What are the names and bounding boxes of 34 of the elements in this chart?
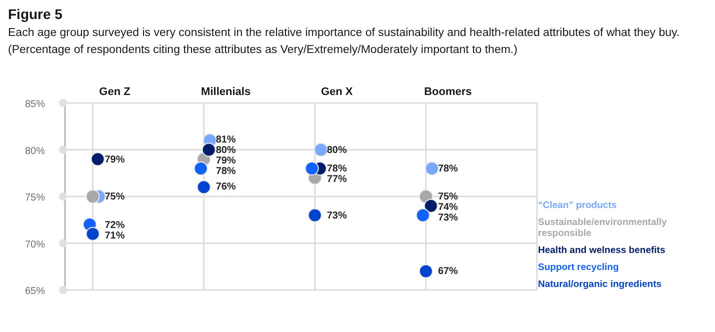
x-tick-label: Millenials: [201, 86, 251, 98]
data-label: 80%: [216, 145, 236, 156]
data-label: 74%: [438, 202, 458, 213]
data-label: 73%: [438, 212, 458, 224]
data-label: 76%: [216, 181, 236, 192]
y-tick-label: 80%: [24, 146, 46, 157]
x-tick-label: Gen X: [320, 86, 354, 98]
x-tick-label: Gen Z: [99, 86, 131, 98]
data-label: 78%: [216, 166, 236, 178]
data-label: 72%: [104, 220, 125, 231]
text: Health and welness benefits: [538, 245, 666, 256]
data-label: 75%: [438, 191, 458, 202]
data-label: 79%: [104, 154, 125, 166]
y-tick-label: 75%: [24, 192, 46, 204]
chart-subtitle: Each age group surveyed is very consistent in the relative importance of sustainability and health-related attributes of what they buy. (Percentage of respondents citing these attributes as Very/Extremely/Moderately important to them.): [8, 26, 681, 58]
data-label: 75%: [104, 192, 125, 203]
data-label: 81%: [216, 134, 236, 146]
data-label: 73%: [326, 210, 348, 222]
data-label: 78%: [438, 163, 458, 174]
data-label: 67%: [438, 266, 458, 278]
y-tick-label: 70%: [24, 239, 46, 250]
text: Sustainable/environmentally responsible: [538, 217, 668, 239]
data-label: 71%: [104, 230, 125, 242]
data-label: 78%: [326, 164, 348, 175]
data-label: 77%: [326, 174, 348, 186]
x-tick-label: Boomers: [424, 86, 472, 98]
data-label: 79%: [216, 156, 236, 167]
data-label: 80%: [326, 144, 348, 156]
text: “Clean” products: [538, 200, 618, 211]
chart-title: Figure 5: [8, 6, 64, 22]
text: Natural/organic ingredients: [538, 279, 663, 290]
y-tick-label: 65%: [24, 286, 46, 297]
text: Support recycling: [538, 262, 620, 273]
y-tick-label: 85%: [24, 99, 46, 110]
